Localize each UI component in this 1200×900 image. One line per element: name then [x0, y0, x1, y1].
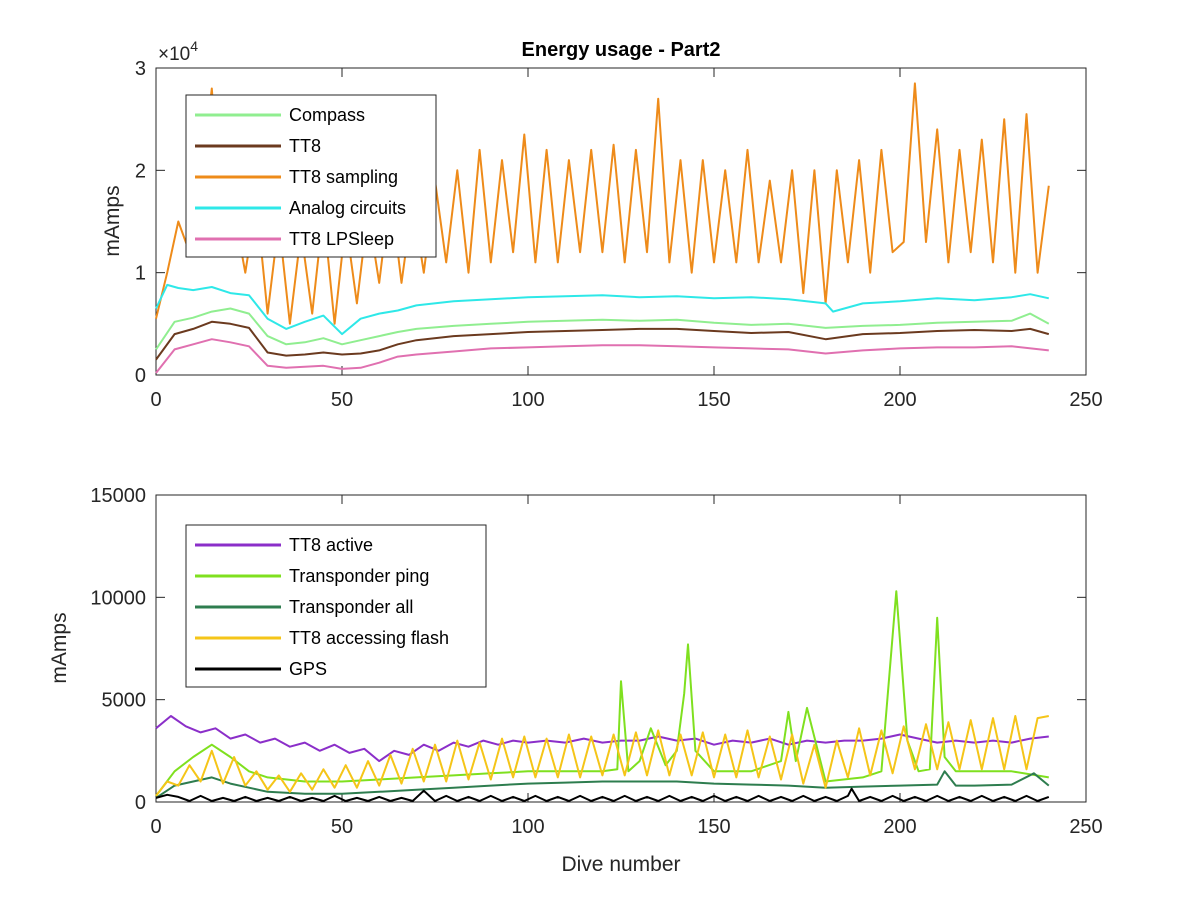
bottom-x-tick-label: 50 [331, 816, 353, 838]
bottom-x-tick-label: 0 [150, 816, 161, 838]
top-x-tick-label: 150 [697, 389, 730, 411]
top-subplot: Energy usage - Part2 ×104 mAmps 0 50 100 15… [101, 38, 1103, 411]
top-x-axis: 0 50 100 150 200 250 [150, 68, 1103, 411]
top-y-axis: 0 1 2 3 [135, 58, 1086, 387]
top-y-multiplier: ×104 [158, 38, 198, 65]
bottom-x-tick-label: 100 [511, 816, 544, 838]
top-legend: Compass TT8 TT8 sampling Analog circuits TT8… [185, 94, 437, 258]
legend-label-tt8-lpsleep: TT8 LPSleep [289, 229, 394, 249]
bottom-y-axis: 0 5000 10000 15000 [90, 485, 1086, 814]
legend-label-transponder-ping: Transponder ping [289, 566, 429, 586]
bottom-x-axis-label: Dive number [561, 853, 680, 876]
top-y-tick-label: 3 [135, 58, 146, 80]
bottom-x-tick-label: 150 [697, 816, 730, 838]
series-line-analog-circuits [155, 283, 1050, 336]
bottom-y-tick-label: 5000 [102, 690, 147, 712]
bottom-y-tick-label: 15000 [90, 485, 146, 507]
top-x-tick-label: 200 [883, 389, 916, 411]
bottom-y-tick-label: 0 [135, 792, 146, 814]
legend-label-tt8-accessing-flash: TT8 accessing flash [289, 628, 449, 648]
legend-label-tt8-active: TT8 active [289, 535, 373, 555]
bottom-x-axis: 0 50 100 150 200 250 [150, 495, 1103, 838]
top-series-group [155, 82, 1050, 374]
top-x-tick-label: 250 [1069, 389, 1102, 411]
top-y-tick-label: 0 [135, 365, 146, 387]
series-line-tt8-lpsleep [155, 338, 1049, 374]
legend-label-compass: Compass [289, 105, 365, 125]
bottom-x-tick-label: 200 [883, 816, 916, 838]
bottom-series-group [155, 590, 1050, 802]
top-legend-items: Compass TT8 TT8 sampling Analog circuits TT8… [195, 105, 406, 249]
legend-label-tt8: TT8 [289, 136, 321, 156]
series-line-tt8-accessing-flash [155, 715, 1049, 797]
top-y-axis-label: mAmps [101, 185, 124, 256]
top-chart-title: Energy usage - Part2 [522, 39, 721, 61]
legend-label-analog-circuits: Analog circuits [289, 198, 406, 218]
bottom-x-tick-label: 250 [1069, 816, 1102, 838]
top-y-tick-label: 2 [135, 160, 146, 182]
bottom-legend: TT8 active Transponder ping Transponder al… [185, 524, 487, 688]
legend-label-gps: GPS [289, 659, 327, 679]
series-line-transponder-all [155, 770, 1050, 799]
legend-label-transponder-all: Transponder all [289, 597, 413, 617]
legend-label-tt8-sampling: TT8 sampling [289, 167, 398, 187]
bottom-subplot: mAmps Dive number 0 50 100 150 200 250 0 5000 1… [48, 485, 1103, 876]
top-x-tick-label: 0 [150, 389, 161, 411]
series-line-tt8 [155, 320, 1050, 361]
bottom-y-tick-label: 10000 [90, 587, 146, 609]
series-line-gps [155, 787, 1050, 802]
top-x-tick-label: 50 [331, 389, 353, 411]
top-y-multiplier-exponent: 4 [190, 38, 198, 54]
top-y-multiplier-base: ×10 [158, 44, 190, 65]
top-x-tick-label: 100 [511, 389, 544, 411]
series-line-compass [155, 307, 1050, 350]
series-line-tt8-sampling [155, 82, 1050, 325]
top-y-tick-label: 1 [135, 263, 146, 285]
bottom-legend-items: TT8 active Transponder ping Transponder al… [195, 535, 449, 679]
bottom-y-axis-label: mAmps [48, 612, 71, 683]
